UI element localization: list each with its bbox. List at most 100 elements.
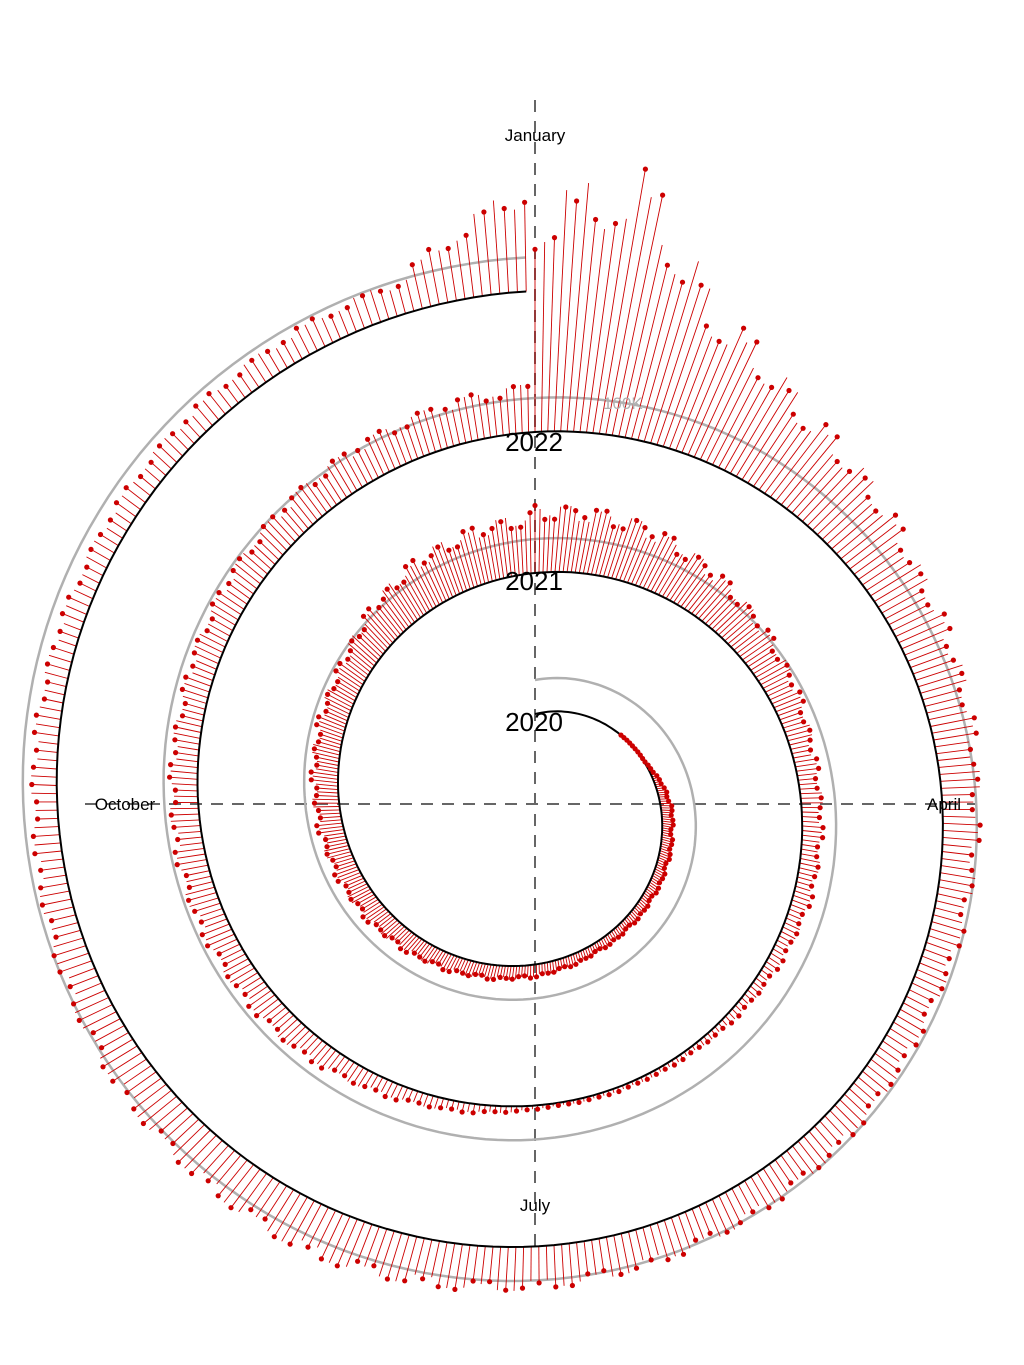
stem-2022-day-348: [380, 291, 390, 320]
dot-2022-day-288: [45, 679, 51, 685]
stem-2020-day-254: [334, 866, 358, 876]
stem-2021-day-270: [173, 825, 201, 828]
stem-2022-day-48: [821, 496, 869, 540]
dot-2022-day-266: [38, 867, 44, 873]
stem-2022-day-165: [663, 1219, 676, 1257]
stem-2022-day-202: [373, 1228, 388, 1266]
dot-2020-day-318: [356, 633, 362, 640]
stem-2020-day-318: [359, 636, 382, 658]
stem-2021-day-10: [574, 517, 586, 573]
stem-2021-day-209: [390, 1083, 399, 1098]
dot-2022-day-66: [941, 611, 947, 617]
dot-2022-day-330: [237, 372, 243, 378]
stem-2021-day-197: [456, 1101, 460, 1110]
stem-2022-day-24: [687, 328, 745, 455]
stem-2022-day-328: [225, 386, 239, 404]
dot-2022-day-190: [470, 1278, 476, 1284]
stem-2022-day-25: [693, 342, 748, 458]
stem-2022-day-295: [63, 623, 82, 631]
stem-2020-day-267: [319, 825, 344, 830]
stem-2021-day-53: [733, 630, 760, 651]
dot-2021-day-334: [329, 458, 335, 464]
stem-2021-day-54: [736, 629, 769, 654]
dot-2020-day-350: [460, 529, 466, 535]
stem-2021-day-83: [795, 763, 817, 768]
dot-2022-day-192: [452, 1286, 458, 1292]
dot-2020-day-248: [346, 889, 352, 895]
stem-2022-day-155: [731, 1188, 746, 1215]
dot-2021-day-22: [642, 525, 648, 531]
dot-2022-day-130: [888, 1081, 894, 1087]
stem-2022-day-61: [877, 578, 928, 608]
stem-2022-day-228: [177, 1129, 211, 1163]
stem-2022-day-16: [637, 282, 683, 441]
dot-2022-day-94: [977, 822, 983, 828]
stem-2021-day-68: [771, 691, 800, 705]
stem-2022-day-210: [307, 1207, 329, 1248]
stem-2021-day-32: [662, 559, 686, 597]
stem-2020-day-175: [554, 960, 558, 972]
stem-2021-day-262: [186, 870, 210, 876]
stem-2020-day-320: [363, 629, 386, 652]
stem-2021-day-303: [207, 623, 231, 637]
stem-2021-day-45: [708, 598, 736, 627]
stem-2022-day-196: [422, 1239, 433, 1279]
dot-2020-day-188: [516, 974, 522, 980]
dot-2022-day-242: [100, 1064, 106, 1070]
dot-2021-day-256: [192, 908, 198, 914]
dot-2021-day-332: [323, 473, 329, 479]
stem-2022-day-326: [208, 393, 226, 415]
stem-2021-day-1: [538, 508, 541, 573]
dot-2021-day-16: [610, 524, 617, 530]
stem-2021-day-338: [357, 450, 374, 482]
dot-2021-day-300: [194, 637, 201, 643]
dot-2022-day-162: [693, 1237, 699, 1243]
stem-2021-day-66: [767, 684, 792, 697]
dot-2020-day-340: [421, 560, 427, 566]
stem-2022-day-284: [36, 714, 61, 720]
stem-2020-day-304: [333, 688, 356, 702]
dot-2022-day-150: [779, 1196, 785, 1202]
stem-2022-day-135: [844, 1093, 867, 1115]
stem-2021-day-100: [801, 844, 818, 848]
stem-2021-day-283: [177, 746, 200, 751]
stem-2022-day-294: [59, 630, 79, 639]
dot-2020-day-268: [314, 823, 320, 829]
stem-2020-day-151: [611, 930, 616, 938]
dot-2021-day-34: [696, 554, 702, 560]
dot-2020-day-118: [661, 865, 668, 871]
stem-2020-day-253: [337, 869, 360, 879]
stem-2021-day-137: [734, 1004, 742, 1012]
stem-2020-day-169: [570, 955, 574, 966]
dot-2022-day-364: [522, 199, 528, 205]
stem-2021-day-290: [185, 703, 206, 710]
stem-2021-day-244: [227, 963, 252, 978]
stem-2022-day-307: [106, 527, 123, 539]
dot-2022-day-134: [865, 1103, 872, 1109]
dot-2022-day-22: [716, 338, 722, 344]
dot-2020-day-100: [670, 822, 676, 828]
stem-2022-day-133: [853, 1082, 875, 1102]
dot-2021-day-230: [280, 1037, 286, 1043]
stem-2022-day-175: [591, 1239, 597, 1275]
stem-2021-day-363: [520, 384, 523, 434]
dot-2022-day-312: [123, 485, 129, 491]
stem-2021-day-5: [554, 506, 562, 572]
dot-2022-day-114: [943, 971, 949, 977]
stem-2021-day-193: [478, 1104, 481, 1112]
stem-2022-day-68: [901, 628, 951, 650]
stem-2022-day-277: [31, 775, 57, 778]
dot-2020-day-204: [465, 973, 471, 979]
stem-2022-day-56: [858, 549, 901, 580]
stem-2021-day-215: [357, 1069, 369, 1087]
stem-2021-day-306: [212, 603, 239, 621]
stem-2021-day-232: [277, 1014, 294, 1030]
stem-2020-day-163: [584, 948, 590, 958]
dot-2021-day-212: [373, 1087, 379, 1093]
stem-2021-day-254: [201, 913, 225, 923]
dot-2020-day-80: [656, 777, 663, 783]
stem-2022-day-296: [62, 613, 85, 623]
stem-2020-day-259: [326, 851, 352, 859]
dot-2022-day-294: [57, 628, 63, 635]
stem-2021-day-195: [467, 1103, 471, 1112]
